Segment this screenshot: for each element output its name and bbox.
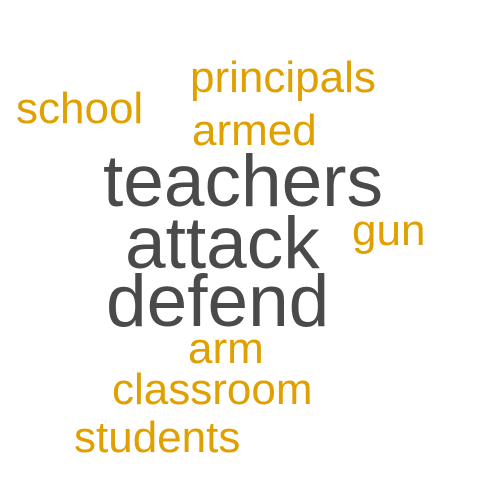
word-principals: principals [190,53,376,102]
word-school: school [16,84,144,133]
word-defend: defend [106,261,330,342]
word-teachers: teachers [103,141,383,222]
word-attack: attack [125,203,320,284]
word-arm: arm [188,324,264,373]
word-classroom: classroom [112,365,313,414]
word-gun: gun [352,206,426,255]
word-armed: armed [192,106,317,155]
word-students: students [74,413,241,462]
